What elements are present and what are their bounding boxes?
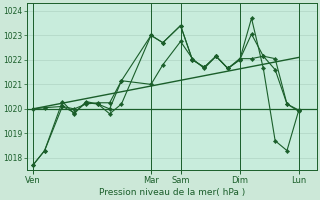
- X-axis label: Pression niveau de la mer( hPa ): Pression niveau de la mer( hPa ): [99, 188, 245, 197]
